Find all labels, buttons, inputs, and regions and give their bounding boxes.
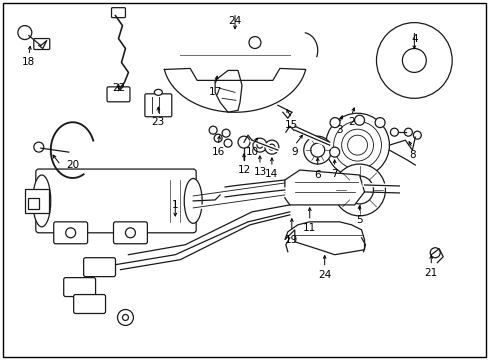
Circle shape — [264, 140, 278, 154]
Circle shape — [325, 113, 388, 177]
Circle shape — [329, 147, 339, 157]
FancyBboxPatch shape — [113, 222, 147, 244]
Text: 5: 5 — [356, 215, 362, 225]
Text: 23: 23 — [151, 117, 164, 127]
Text: 10: 10 — [245, 147, 258, 157]
Circle shape — [209, 126, 217, 134]
Circle shape — [248, 37, 261, 49]
Ellipse shape — [154, 89, 162, 95]
Circle shape — [34, 142, 44, 152]
FancyBboxPatch shape — [144, 94, 171, 117]
FancyBboxPatch shape — [28, 198, 39, 210]
Text: 8: 8 — [408, 150, 415, 160]
Circle shape — [354, 115, 364, 125]
Polygon shape — [285, 170, 364, 205]
Polygon shape — [285, 222, 364, 255]
FancyBboxPatch shape — [111, 8, 125, 18]
Circle shape — [376, 23, 451, 98]
Circle shape — [429, 248, 439, 258]
Circle shape — [256, 142, 263, 148]
Text: 13: 13 — [253, 167, 266, 177]
Circle shape — [18, 26, 32, 40]
Circle shape — [303, 136, 331, 164]
Circle shape — [125, 228, 135, 238]
Text: 6: 6 — [314, 170, 321, 180]
Ellipse shape — [184, 179, 202, 223]
Text: 12: 12 — [237, 165, 250, 175]
Circle shape — [404, 128, 411, 136]
Circle shape — [389, 128, 398, 136]
FancyBboxPatch shape — [36, 169, 196, 233]
Circle shape — [329, 118, 339, 127]
FancyBboxPatch shape — [74, 294, 105, 314]
Circle shape — [238, 136, 249, 148]
Circle shape — [214, 134, 222, 142]
FancyBboxPatch shape — [83, 258, 115, 276]
Circle shape — [412, 131, 421, 139]
Text: 15: 15 — [285, 120, 298, 130]
Text: 2: 2 — [347, 117, 354, 127]
Circle shape — [252, 138, 266, 152]
Text: 11: 11 — [303, 223, 316, 233]
FancyBboxPatch shape — [25, 189, 49, 213]
Text: 9: 9 — [291, 147, 298, 157]
Circle shape — [310, 143, 324, 157]
Text: 7: 7 — [331, 169, 337, 179]
FancyBboxPatch shape — [34, 39, 50, 50]
Circle shape — [65, 228, 76, 238]
Text: 20: 20 — [66, 160, 79, 170]
Text: 17: 17 — [208, 87, 221, 97]
Text: 21: 21 — [424, 267, 437, 278]
Ellipse shape — [33, 175, 51, 227]
Text: 4: 4 — [410, 33, 417, 44]
Circle shape — [333, 164, 385, 216]
FancyBboxPatch shape — [54, 222, 87, 244]
Circle shape — [268, 144, 274, 150]
Text: 18: 18 — [22, 58, 36, 67]
FancyBboxPatch shape — [107, 87, 130, 102]
FancyBboxPatch shape — [63, 278, 95, 297]
Polygon shape — [215, 71, 242, 112]
Circle shape — [352, 172, 362, 182]
Circle shape — [117, 310, 133, 325]
Text: 19: 19 — [285, 235, 298, 245]
Circle shape — [374, 118, 384, 127]
Text: 24: 24 — [317, 270, 331, 280]
Text: 22: 22 — [112, 84, 125, 93]
Circle shape — [222, 129, 229, 137]
Text: 24: 24 — [228, 15, 241, 26]
Circle shape — [402, 49, 426, 72]
Text: 16: 16 — [211, 147, 224, 157]
Circle shape — [224, 139, 232, 147]
Text: 3: 3 — [336, 125, 342, 135]
Circle shape — [122, 315, 128, 320]
Circle shape — [345, 176, 373, 204]
Text: 14: 14 — [264, 169, 278, 179]
Text: 1: 1 — [172, 200, 178, 210]
